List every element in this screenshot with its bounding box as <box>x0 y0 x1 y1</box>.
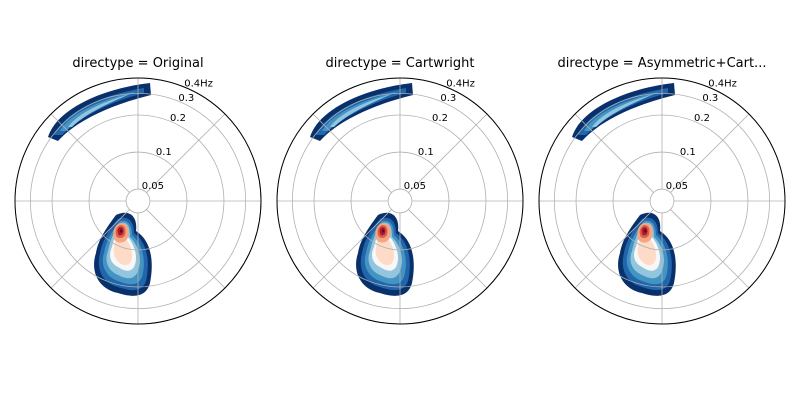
angular-grid-line <box>146 209 226 289</box>
radial-grid-line <box>553 92 771 310</box>
panel-title: directype = Cartwright <box>326 56 475 71</box>
angular-grid-line <box>408 113 488 193</box>
density-lower <box>94 212 152 296</box>
polar-panel: directype = Asymmetric+Cart... 0.05 0.1 0.2… <box>538 56 786 325</box>
r-tick-label: 0.3 <box>440 93 456 104</box>
r-tick-label: 0.1 <box>156 147 172 158</box>
radial-grid-line <box>88 151 188 251</box>
radial-grid-line <box>649 188 675 214</box>
radial-grid-line <box>29 92 247 310</box>
r-tick-label: 0.4Hz <box>446 79 475 90</box>
radial-grid-line <box>125 188 151 214</box>
panel-title: directype = Asymmetric+Cart... <box>558 56 767 71</box>
r-tick-label: 0.2 <box>170 113 186 124</box>
angular-grid-line <box>408 209 488 289</box>
r-tick-label: 0.05 <box>666 181 688 192</box>
angular-grid-line <box>670 209 750 289</box>
r-tick-label: 0.1 <box>680 147 696 158</box>
angular-grid-line <box>574 209 654 289</box>
density-upper <box>572 83 675 141</box>
radial-grid-line <box>350 151 450 251</box>
angular-grid-line <box>50 209 130 289</box>
density-upper <box>310 83 413 141</box>
radial-grid-line <box>291 92 509 310</box>
angular-grid-line <box>312 209 392 289</box>
radial-grid-line <box>612 151 712 251</box>
density-lower <box>356 212 414 296</box>
radial-grid-line <box>387 188 413 214</box>
r-tick-label: 0.05 <box>404 181 426 192</box>
polar-frame <box>276 77 524 325</box>
radial-grid-line <box>575 114 749 288</box>
polar-frame <box>14 77 262 325</box>
r-tick-label: 0.3 <box>178 93 194 104</box>
r-tick-label: 0.4Hz <box>184 79 213 90</box>
polar-panel: directype = Original 0.05 0.1 0.2 0.3 0.4Hz <box>14 56 262 325</box>
density-lower <box>618 212 676 296</box>
panel-title: directype = Original <box>72 56 203 71</box>
r-tick-label: 0.05 <box>142 181 164 192</box>
r-tick-label: 0.2 <box>432 113 448 124</box>
radial-grid-line <box>313 114 487 288</box>
angular-grid-line <box>312 113 392 193</box>
polar-frame <box>538 77 786 325</box>
r-tick-label: 0.3 <box>702 93 718 104</box>
angular-grid-line <box>146 113 226 193</box>
r-tick-label: 0.2 <box>694 113 710 124</box>
density-upper <box>48 83 151 141</box>
polar-panel: directype = Cartwright 0.05 0.1 0.2 0.3 0.4Hz <box>276 56 524 325</box>
r-tick-label: 0.1 <box>418 147 434 158</box>
radial-grid-line <box>51 114 225 288</box>
r-tick-label: 0.4Hz <box>708 79 737 90</box>
angular-grid-line <box>50 113 130 193</box>
angular-grid-line <box>574 113 654 193</box>
angular-grid-line <box>670 113 750 193</box>
